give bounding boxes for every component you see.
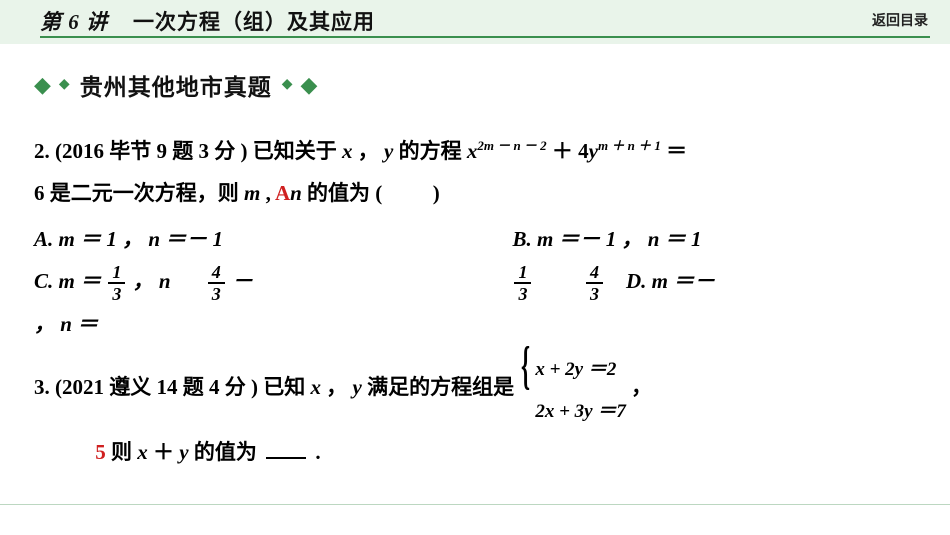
- chapter-prefix: 第 6 讲: [40, 10, 108, 34]
- option-b: B. m ＝－ 1 ， n ＝ 1: [512, 218, 920, 260]
- q2-exp2: m ＋ n ＋ 1: [598, 138, 661, 153]
- option-tail: ， n ＝: [34, 303, 512, 345]
- left-brace-icon: {: [521, 340, 530, 393]
- slide-content: ◆ ◆ 贵州其他地市真题 ◆ ◆ 2. (2016 毕节 9 题 3 分 ) 已…: [0, 44, 950, 473]
- chapter-name: 一次方程（组）及其应用: [133, 11, 375, 34]
- fraction-4-3: 43: [208, 263, 225, 303]
- q2-options: A. m ＝ 1 ， n ＝－ 1 B. m ＝－ 1 ， n ＝ 1 C. m…: [34, 218, 920, 345]
- footer-divider: [0, 504, 950, 505]
- slide-header: 第 6 讲 一次方程（组）及其应用 返回目录: [0, 0, 950, 44]
- diamond-icon: ◆: [59, 78, 70, 92]
- option-d: 13 43 D. m ＝－: [512, 260, 920, 303]
- system-eq2: 2x + 3y ＝7: [535, 401, 626, 422]
- section-title: 贵州其他地市真题: [80, 68, 272, 102]
- question-2: 2. (2016 毕节 9 题 3 分 ) 已知关于 x ， y 的方程 x2m…: [34, 130, 920, 214]
- diamond-icon: ◆: [300, 74, 317, 96]
- option-a: A. m ＝ 1 ， n ＝－ 1: [34, 218, 512, 260]
- answer-blank: [266, 457, 306, 459]
- q3-answer: 5: [95, 440, 106, 464]
- q2-text: 2. (2016 毕节 9 题 3 分 ) 已知关于: [34, 139, 342, 163]
- fraction-1-3: 13: [108, 263, 125, 303]
- back-to-toc-link[interactable]: 返回目录: [872, 10, 928, 30]
- system-eq1: x + 2y ＝2: [535, 359, 616, 380]
- fraction-1-3: 13: [514, 263, 531, 303]
- equation-system: { x + 2y ＝2 2x + 3y ＝7: [521, 347, 626, 431]
- question-3: 3. (2021 遵义 14 题 4 分 ) 已知 x ， y 满足的方程组是 …: [34, 347, 920, 473]
- diamond-icon: ◆: [34, 74, 51, 96]
- fraction-4-3: 43: [586, 263, 603, 303]
- section-heading: ◆ ◆ 贵州其他地市真题 ◆ ◆: [34, 68, 920, 102]
- q2-exp1: 2m － n － 2: [477, 138, 546, 153]
- header-underline: [40, 36, 930, 38]
- option-c: C. m ＝ 13 ， n 43 －: [34, 260, 512, 303]
- chapter-title: 第 6 讲 一次方程（组）及其应用: [40, 10, 375, 34]
- q2-answer: A: [275, 181, 290, 205]
- diamond-icon: ◆: [282, 78, 293, 92]
